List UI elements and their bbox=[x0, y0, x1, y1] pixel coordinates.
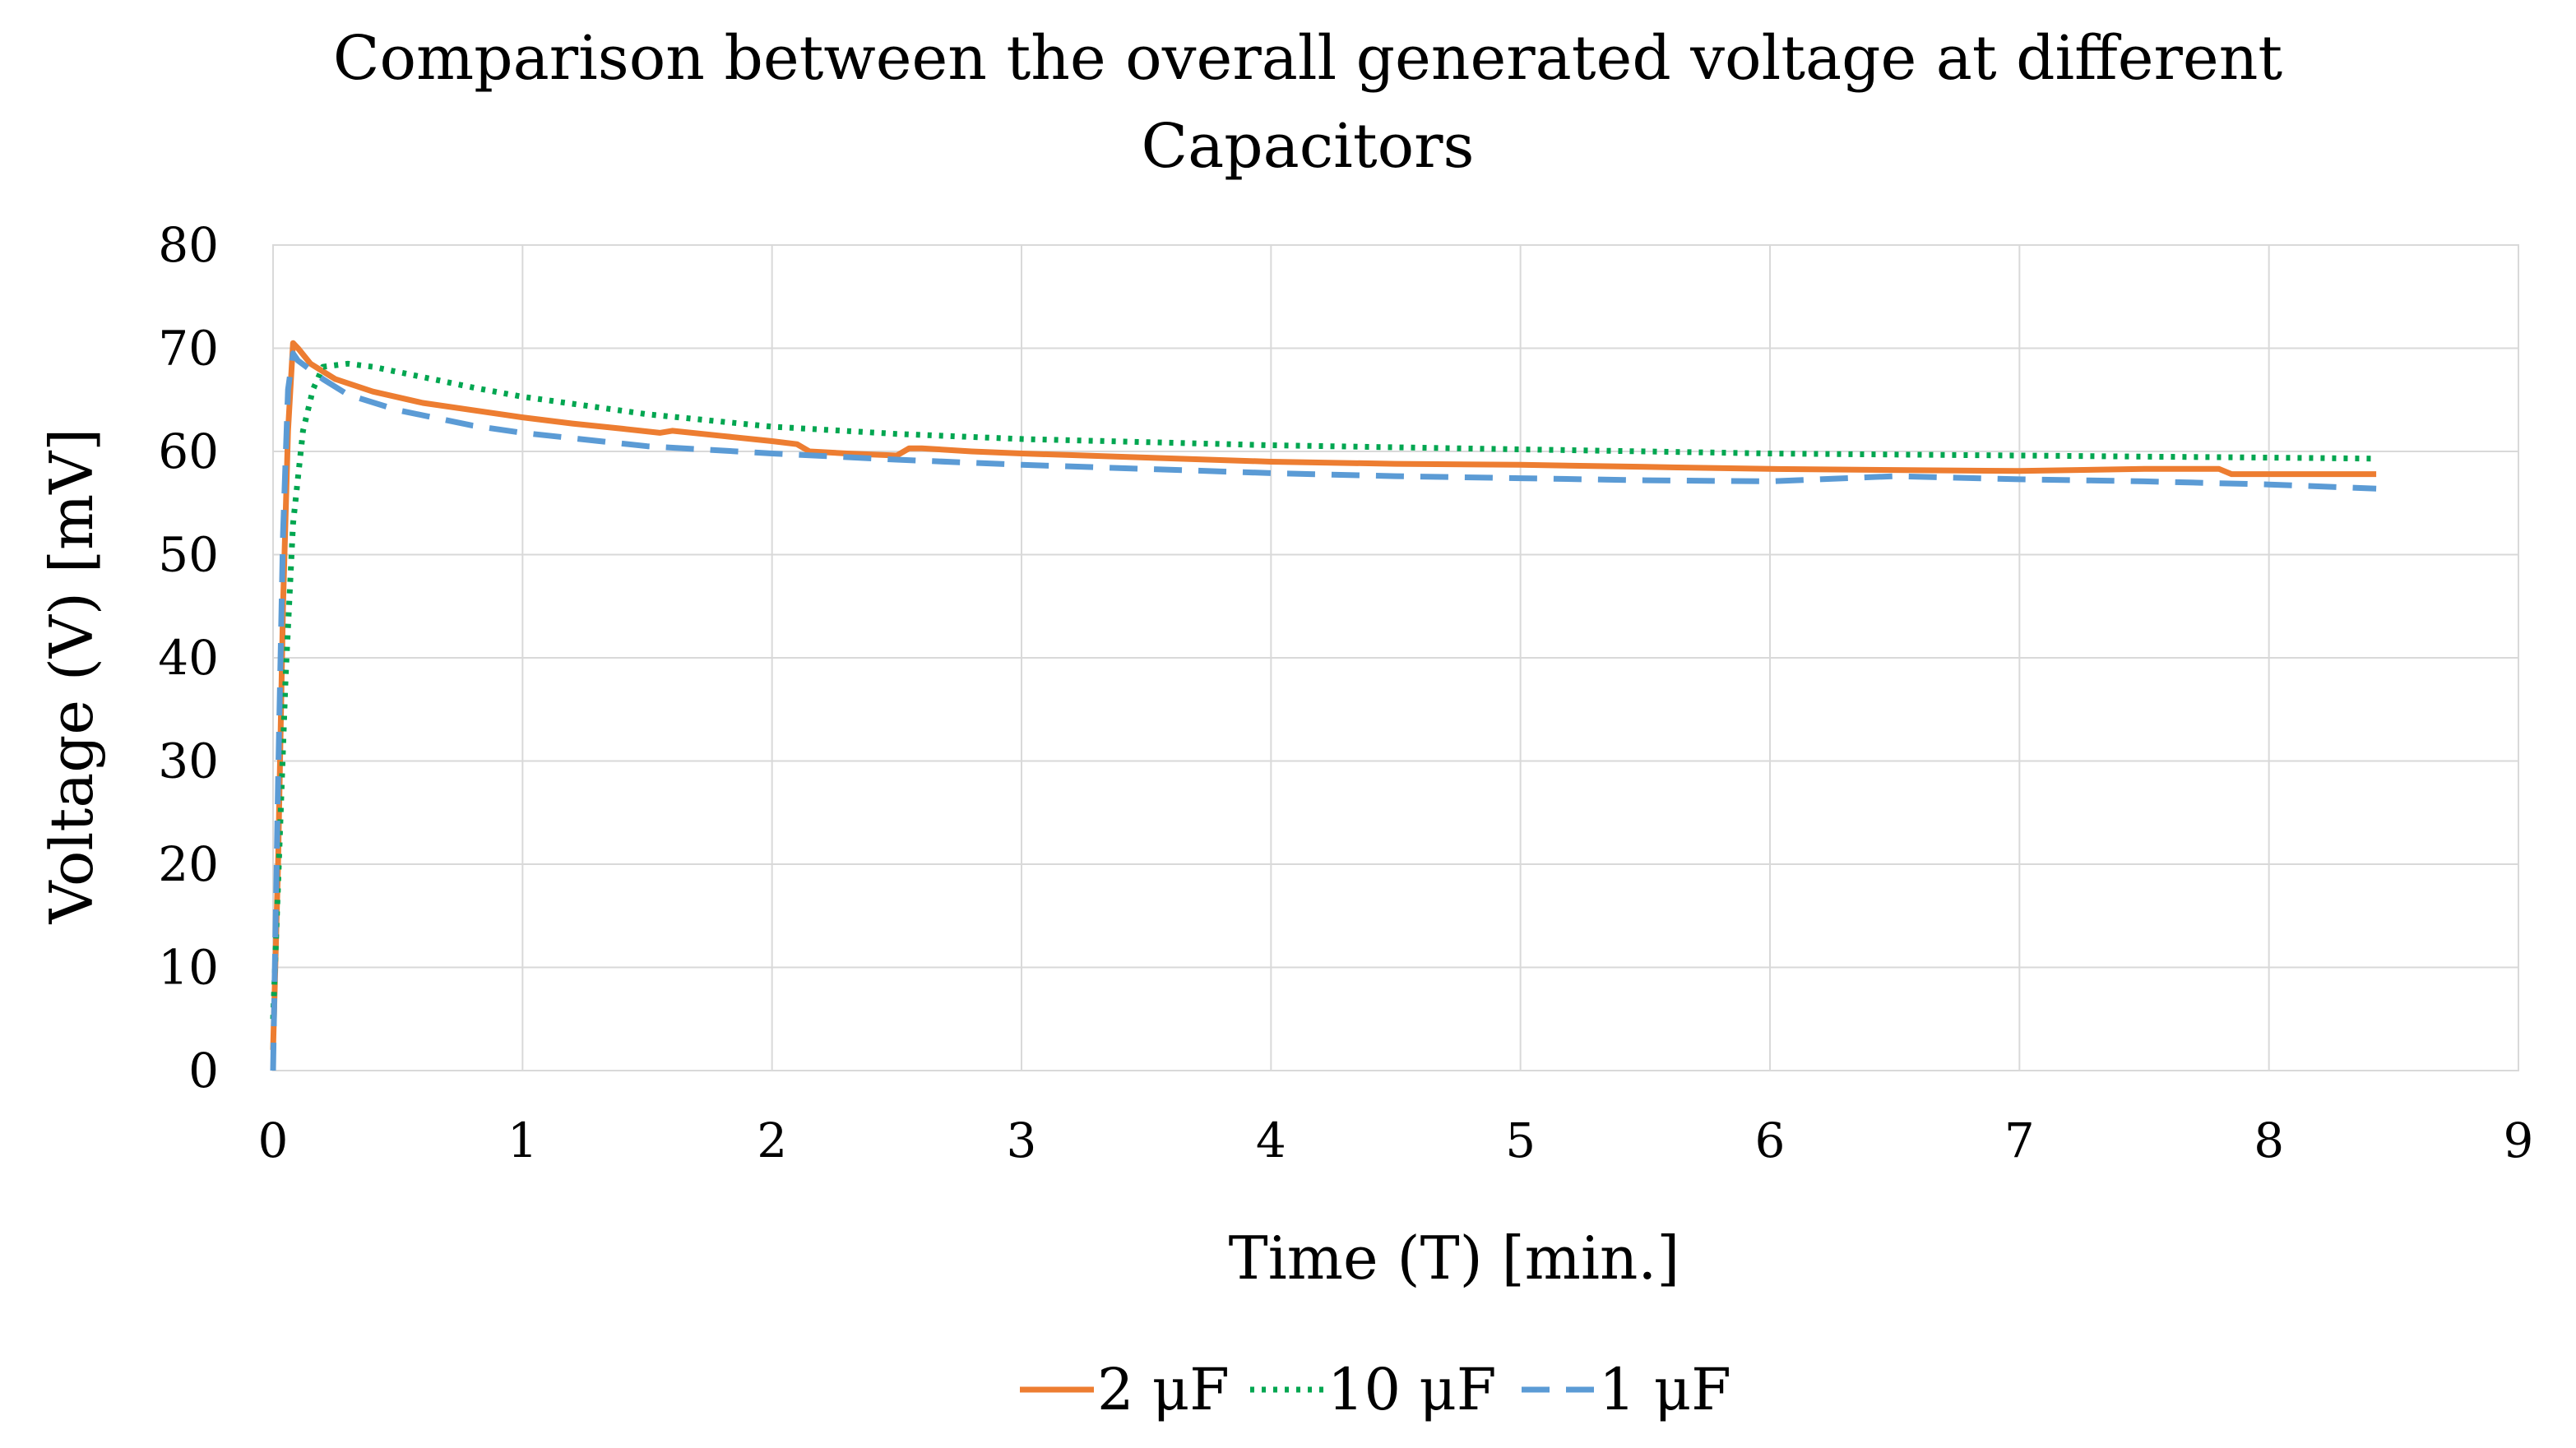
x-axis-ticks: 0 1 2 3 4 5 6 7 8 9 bbox=[258, 1113, 2534, 1168]
chart-title-line-1: Comparison between the overall generated… bbox=[333, 23, 2283, 94]
x-tick-label: 5 bbox=[1505, 1113, 1536, 1168]
y-tick-label: 10 bbox=[158, 940, 219, 996]
series-line-1 bbox=[270, 340, 2377, 1050]
y-axis-label: Voltage (V) [mV] bbox=[37, 428, 106, 925]
x-axis-label: Time (T) [min.] bbox=[1229, 1224, 1680, 1293]
y-tick-label: 50 bbox=[158, 527, 219, 583]
legend-label-1: 2 μF bbox=[1097, 1356, 1230, 1423]
x-tick-label: 2 bbox=[757, 1113, 787, 1168]
legend-label-2: 10 μF bbox=[1327, 1356, 1496, 1423]
y-tick-label: 20 bbox=[158, 836, 219, 892]
plot-area-border bbox=[272, 244, 2519, 1071]
legend: 2 μF 10 μF 1 μF bbox=[1020, 1356, 1731, 1423]
y-tick-label: 0 bbox=[188, 1043, 219, 1099]
chart-title: Comparison between the overall generated… bbox=[333, 23, 2283, 182]
x-tick-label: 0 bbox=[258, 1113, 289, 1168]
chart-title-line-2: Capacitors bbox=[1142, 111, 1475, 182]
y-tick-label: 40 bbox=[158, 630, 219, 686]
legend-label-3: 1 μF bbox=[1599, 1356, 1731, 1423]
y-tick-label: 80 bbox=[158, 217, 219, 273]
x-tick-label: 4 bbox=[1256, 1113, 1286, 1168]
series-lines bbox=[270, 340, 2377, 1071]
x-tick-label: 3 bbox=[1007, 1113, 1037, 1168]
x-tick-label: 6 bbox=[1755, 1113, 1786, 1168]
x-tick-label: 1 bbox=[507, 1113, 538, 1168]
x-tick-label: 7 bbox=[2004, 1113, 2035, 1168]
x-tick-label: 9 bbox=[2504, 1113, 2534, 1168]
series-line-3 bbox=[270, 350, 2377, 1071]
y-tick-label: 30 bbox=[158, 733, 219, 789]
x-tick-label: 8 bbox=[2254, 1113, 2284, 1168]
y-tick-label: 60 bbox=[158, 423, 219, 479]
y-axis-ticks: 0 10 20 30 40 50 60 70 80 bbox=[158, 217, 219, 1099]
y-tick-label: 70 bbox=[158, 321, 219, 377]
